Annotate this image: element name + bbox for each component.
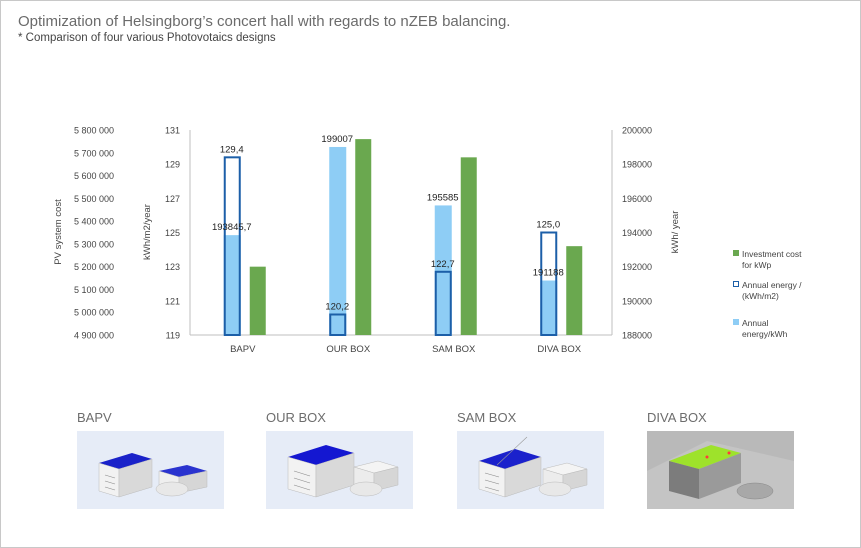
building-render-bapv — [77, 431, 224, 509]
building-render-our-box — [266, 431, 413, 509]
thumb-sam-box — [457, 431, 604, 509]
left-inner-tick-label: 127 — [165, 194, 180, 204]
thumb-diva-box — [647, 431, 794, 509]
bar-investment — [355, 139, 371, 335]
left-inner-tick-label: 123 — [165, 262, 180, 272]
bar-investment — [461, 157, 477, 335]
right-tick-label: 188000 — [622, 331, 652, 341]
bar-annual-kwh — [435, 205, 452, 335]
category-label: SAM BOX — [432, 344, 476, 355]
left-outer-tick-label: 5 200 000 — [74, 262, 114, 272]
data-label-annual-kwh: 193845,7 — [212, 222, 252, 233]
building-render-diva-box — [647, 431, 794, 509]
left-inner-tick-label: 119 — [166, 331, 180, 341]
left-outer-tick-label: 5 400 000 — [74, 217, 114, 227]
legend-label-annual-m2: Annual energy / (kWh/m2) — [742, 280, 817, 302]
left-inner-axis-title: kWh/m2/year — [142, 204, 153, 260]
thumb-bapv — [77, 431, 224, 509]
data-label-annual-kwh: 195585 — [427, 192, 459, 203]
left-outer-axis-title: PV system cost — [53, 199, 64, 265]
left-inner-tick-label: 125 — [165, 228, 180, 238]
bar-chart: 5 800 000 5 700 000 5 600 000 5 500 000 5 40… — [0, 0, 861, 400]
left-outer-tick-label: 5 100 000 — [74, 285, 114, 295]
thumb-label-diva-box: DIVA BOX — [647, 410, 707, 425]
right-tick-label: 194000 — [622, 228, 652, 238]
left-outer-tick-label: 5 700 000 — [74, 148, 114, 158]
left-outer-tick-label: 5 600 000 — [74, 171, 114, 181]
legend-swatch-annual-m2 — [733, 281, 739, 287]
data-label-annual-kwh: 199007 — [321, 134, 353, 145]
bar-investment — [250, 267, 266, 335]
data-label-annual-kwh: 191188 — [533, 268, 564, 279]
thumb-label-our-box: OUR BOX — [266, 410, 326, 425]
legend-swatch-investment — [733, 250, 739, 256]
bar-annual-kwh — [540, 281, 557, 335]
left-outer-tick-label: 5 500 000 — [74, 194, 114, 204]
data-label-annual-m2: 120,2 — [325, 302, 349, 313]
data-label-annual-m2: 122,7 — [431, 259, 455, 270]
legend-swatch-annual-kwh — [733, 319, 739, 325]
bar-annual-kwh — [224, 235, 241, 335]
thumb-our-box — [266, 431, 413, 509]
building-render-sam-box — [457, 431, 604, 509]
left-outer-tick-label: 4 900 000 — [74, 331, 114, 341]
right-tick-label: 192000 — [622, 262, 652, 272]
left-outer-tick-label: 5 800 000 — [74, 126, 114, 136]
left-inner-tick-label: 131 — [165, 126, 180, 136]
left-outer-tick-label: 5 300 000 — [74, 239, 114, 249]
category-label: BAPV — [230, 344, 256, 355]
thumb-label-sam-box: SAM BOX — [457, 410, 516, 425]
left-inner-tick-label: 129 — [165, 160, 180, 170]
category-label: OUR BOX — [326, 344, 370, 355]
data-label-annual-m2: 125,0 — [536, 220, 560, 231]
right-tick-label: 190000 — [622, 296, 652, 306]
thumb-label-bapv: BAPV — [77, 410, 112, 425]
category-label: DIVA BOX — [537, 344, 581, 355]
right-tick-label: 196000 — [622, 194, 652, 204]
left-outer-tick-label: 5 000 000 — [74, 308, 114, 318]
right-tick-label: 198000 — [622, 160, 652, 170]
right-tick-label: 200000 — [622, 126, 652, 136]
legend-label-investment: Investment cost for kWp — [742, 249, 812, 271]
data-label-annual-m2: 129,4 — [220, 144, 244, 155]
bar-investment — [566, 246, 582, 335]
left-inner-tick-label: 121 — [165, 296, 180, 306]
legend-label-annual-kwh: Annual energy/kWh — [742, 318, 797, 340]
right-axis-title: kWh/ year — [670, 211, 681, 254]
